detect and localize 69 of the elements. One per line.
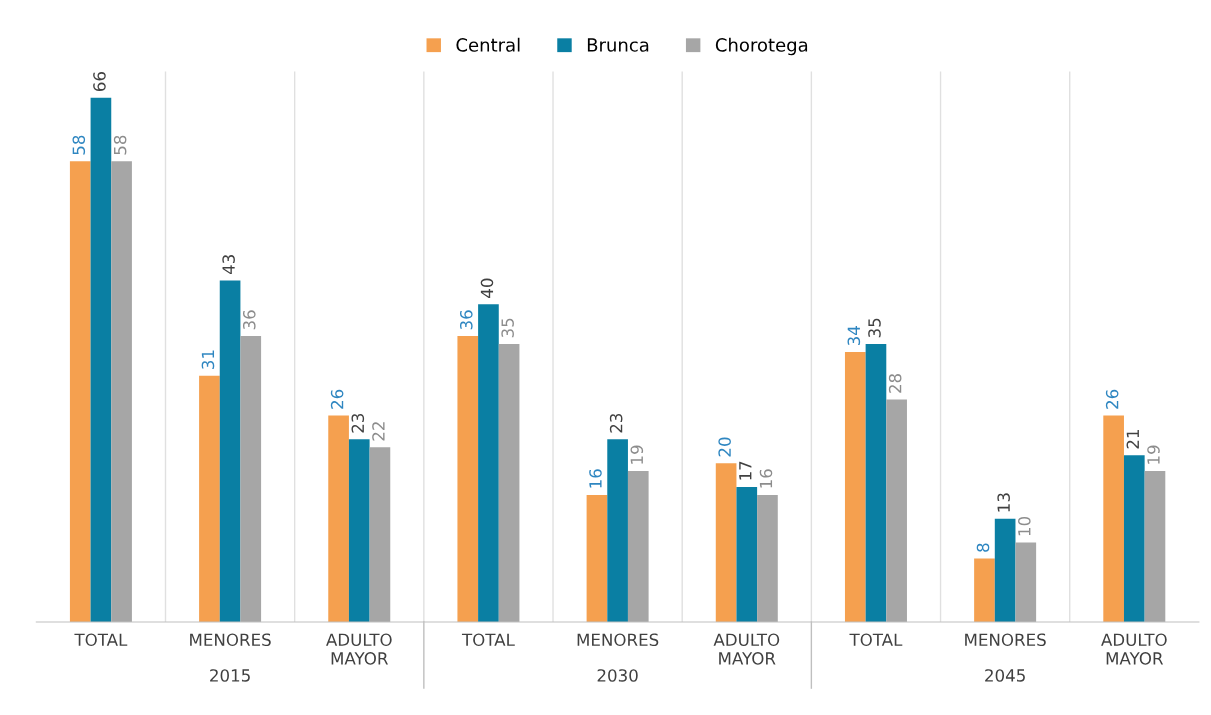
x-tick-label: MENORES [190,633,271,647]
legend-label: Central [456,37,520,52]
bar [199,375,220,623]
data-label: 17 [739,461,752,480]
data-label: 66 [93,72,106,91]
data-label: 23 [609,413,623,433]
data-label: 34 [847,326,861,346]
data-label: 35 [868,318,881,338]
data-label: 28 [888,373,902,393]
bar [90,97,112,623]
bar [994,518,1016,623]
data-label: 20 [718,437,731,457]
bar [111,161,132,623]
bar [886,399,907,623]
data-label: 35 [501,318,514,338]
data-label: 16 [589,469,602,488]
data-label: 19 [630,445,644,464]
x-tick-label: ADULTO MAYOR [713,633,780,665]
data-label: 21 [1126,429,1139,449]
bar [1015,542,1037,623]
x-tick-label: TOTAL [849,633,903,647]
bar [369,447,391,623]
bar [498,343,520,623]
data-label: 40 [480,278,494,298]
text: 2015 [210,669,250,682]
bar [240,336,262,623]
data-label: 26 [330,389,344,409]
data-label: 8 [976,543,990,552]
x-tick-label: TOTAL [461,633,515,647]
bar [844,351,866,623]
data-label: 58 [113,135,127,155]
data-label: 26 [1105,389,1119,409]
bar [219,280,241,623]
legend-label: Chorotega [715,37,808,56]
bar [348,439,370,623]
bar [328,415,349,623]
x-tick-label: MENORES [965,633,1046,647]
x-tick-label: TOTAL [74,633,128,647]
data-label: 16 [759,469,773,488]
text: 2030 [597,669,638,682]
bar [1144,471,1166,623]
x-tick-label: ADULTO MAYOR [326,633,392,665]
text: 2045 [985,669,1025,682]
data-label: 58 [72,135,86,155]
data-label: 13 [997,493,1010,512]
bar [607,439,628,623]
bar [457,336,479,623]
bar [736,486,758,623]
bar [69,161,91,623]
data-label: 19 [1147,445,1160,464]
bar [715,463,737,623]
data-label: 36 [460,310,473,330]
data-label: 43 [222,255,235,275]
data-label: 31 [201,350,215,369]
data-label: 22 [372,422,385,441]
data-label: 36 [242,310,256,330]
bar [974,558,995,623]
data-label: 10 [1018,516,1031,536]
bar [757,494,778,623]
bar [586,494,608,623]
bar [627,471,649,623]
x-tick-label: ADULTO MAYOR [1101,633,1167,665]
bar [1103,415,1124,623]
bar [865,343,887,623]
legend-label: Brunca [587,38,649,52]
data-label: 23 [351,413,365,433]
bar [478,304,499,623]
bar [1123,455,1145,623]
x-tick-label: MENORES [577,633,659,647]
